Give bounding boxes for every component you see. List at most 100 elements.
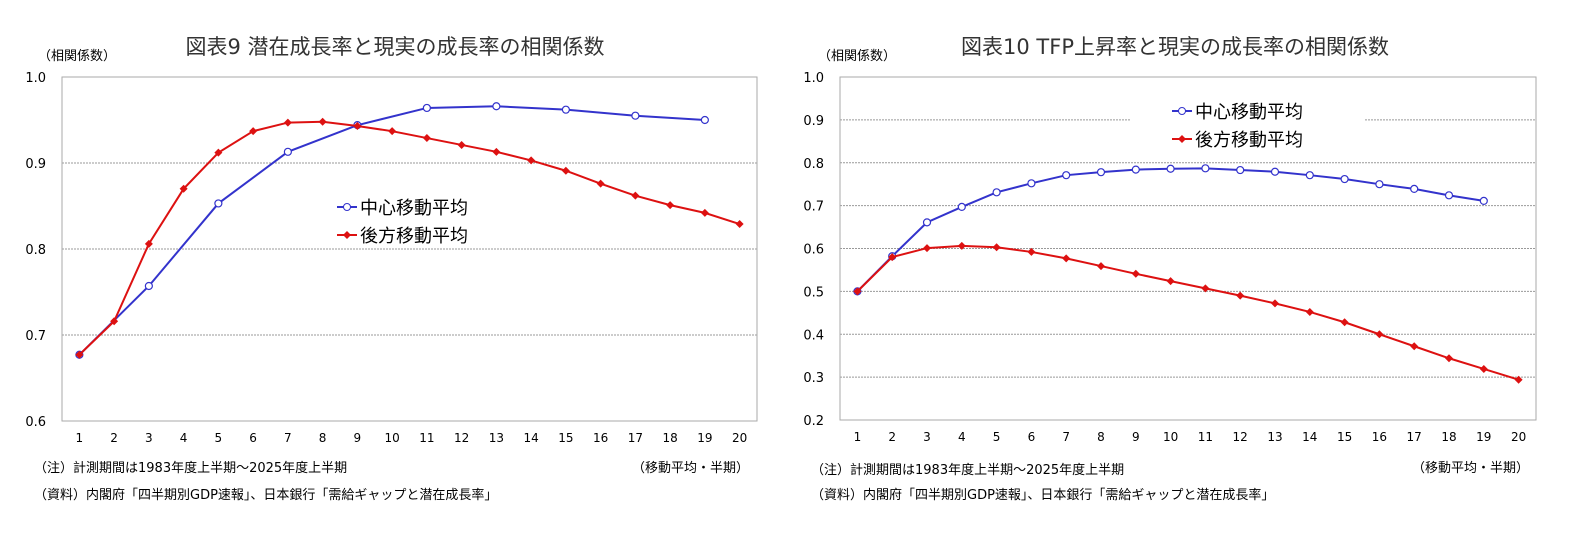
data-point — [957, 241, 966, 250]
data-point — [1062, 254, 1071, 263]
data-point — [922, 218, 932, 227]
y-axis-label: （相関係数） — [818, 49, 896, 64]
x-tick-label: 5 — [993, 430, 1001, 444]
data-point — [214, 148, 223, 157]
xlabel-1: （移動平均・半期） — [632, 461, 750, 476]
data-point — [457, 140, 466, 149]
x-tick-label: 4 — [958, 430, 966, 444]
x-tick-label: 13 — [1267, 430, 1282, 444]
x-tick-label: 18 — [1441, 430, 1456, 444]
y-tick-label: 0.2 — [803, 414, 824, 429]
x-tick-label: 13 — [489, 431, 504, 445]
data-point — [422, 103, 431, 113]
x-tick-label: 6 — [1028, 430, 1036, 444]
data-point — [492, 147, 501, 156]
x-tick-label: 14 — [1302, 430, 1317, 444]
x-tick-label: 17 — [628, 431, 643, 445]
data-point — [888, 253, 897, 262]
data-point — [1444, 191, 1454, 200]
x-tick-label: 2 — [888, 430, 896, 444]
x-tick-label: 16 — [593, 431, 608, 445]
data-point — [992, 243, 1001, 252]
legend-label: 後方移動平均 — [360, 226, 468, 247]
y-tick-label: 0.6 — [803, 243, 824, 258]
x-tick-label: 18 — [662, 431, 677, 445]
data-point — [75, 350, 84, 359]
x-tick-label: 11 — [1198, 430, 1213, 444]
data-point — [735, 220, 744, 229]
y-tick-label: 0.7 — [25, 329, 46, 344]
series-line-0 — [78, 105, 705, 356]
data-point — [144, 281, 153, 291]
data-point — [1479, 364, 1488, 373]
data-point — [923, 244, 931, 253]
data-point — [1236, 165, 1245, 175]
data-point — [1027, 247, 1036, 256]
x-tick-label: 5 — [215, 431, 223, 445]
x-tick-label: 20 — [732, 431, 747, 445]
x-tick-label: 8 — [1097, 430, 1105, 444]
y-tick-label: 1.0 — [25, 71, 46, 86]
data-point — [1201, 164, 1210, 173]
data-point — [283, 118, 292, 127]
data-point — [318, 117, 327, 126]
legend-marker — [1178, 107, 1186, 115]
x-tick-label: 12 — [1233, 430, 1248, 444]
data-point — [700, 208, 709, 217]
data-point — [1410, 184, 1419, 194]
x-tick-label: 1 — [76, 431, 84, 445]
y-tick-label: 0.5 — [803, 285, 824, 300]
data-point — [631, 191, 640, 200]
data-point — [214, 199, 223, 208]
data-point — [1479, 196, 1488, 206]
series-line-0 — [856, 167, 1484, 293]
xlabel-2: （移動平均・半期） — [1412, 461, 1530, 476]
chart-title: 図表9 潜在成長率と現実の成長率の相関係数 — [185, 35, 604, 59]
x-tick-label: 15 — [1337, 430, 1352, 444]
data-point — [283, 147, 292, 156]
data-point — [1027, 179, 1036, 188]
plot-area — [61, 76, 758, 422]
data-point — [957, 202, 966, 212]
data-point — [596, 179, 605, 188]
data-point — [1062, 171, 1071, 180]
data-point — [1166, 277, 1175, 286]
x-tick-label: 1 — [854, 430, 862, 444]
y-tick-label: 0.3 — [803, 371, 824, 386]
x-tick-label: 14 — [523, 431, 538, 445]
data-point — [561, 166, 570, 175]
x-tick-label: 4 — [180, 431, 188, 445]
data-point — [853, 287, 862, 296]
data-point — [1514, 375, 1523, 384]
data-point — [1340, 174, 1349, 184]
source-1: （資料）内閣府「四半期別GDP速報」、日本銀行「需給ギャップと潜在成長率」 — [34, 488, 498, 503]
data-point — [561, 105, 570, 114]
x-tick-label: 17 — [1407, 430, 1422, 444]
x-tick-label: 9 — [1132, 430, 1140, 444]
x-tick-label: 7 — [1062, 430, 1070, 444]
data-point — [1410, 342, 1419, 351]
x-tick-label: 10 — [384, 431, 399, 445]
x-tick-label: 3 — [145, 431, 153, 445]
x-tick-label: 19 — [697, 431, 712, 445]
data-point — [422, 134, 431, 143]
data-point — [666, 201, 675, 210]
y-tick-label: 0.7 — [803, 200, 824, 215]
data-point — [1375, 330, 1384, 339]
data-point — [249, 127, 258, 136]
data-point — [631, 111, 640, 120]
y-axis-label: （相関係数） — [38, 49, 116, 64]
x-tick-label: 8 — [319, 431, 327, 445]
x-tick-label: 7 — [284, 431, 292, 445]
series-line-1 — [856, 244, 1519, 381]
legend-label: 後方移動平均 — [1195, 130, 1303, 151]
y-tick-label: 0.8 — [803, 157, 824, 172]
x-tick-label: 10 — [1163, 430, 1178, 444]
data-point — [1131, 165, 1140, 174]
data-point — [700, 115, 709, 125]
x-tick-label: 11 — [419, 431, 434, 445]
data-point — [110, 317, 119, 326]
data-point — [1201, 284, 1210, 293]
